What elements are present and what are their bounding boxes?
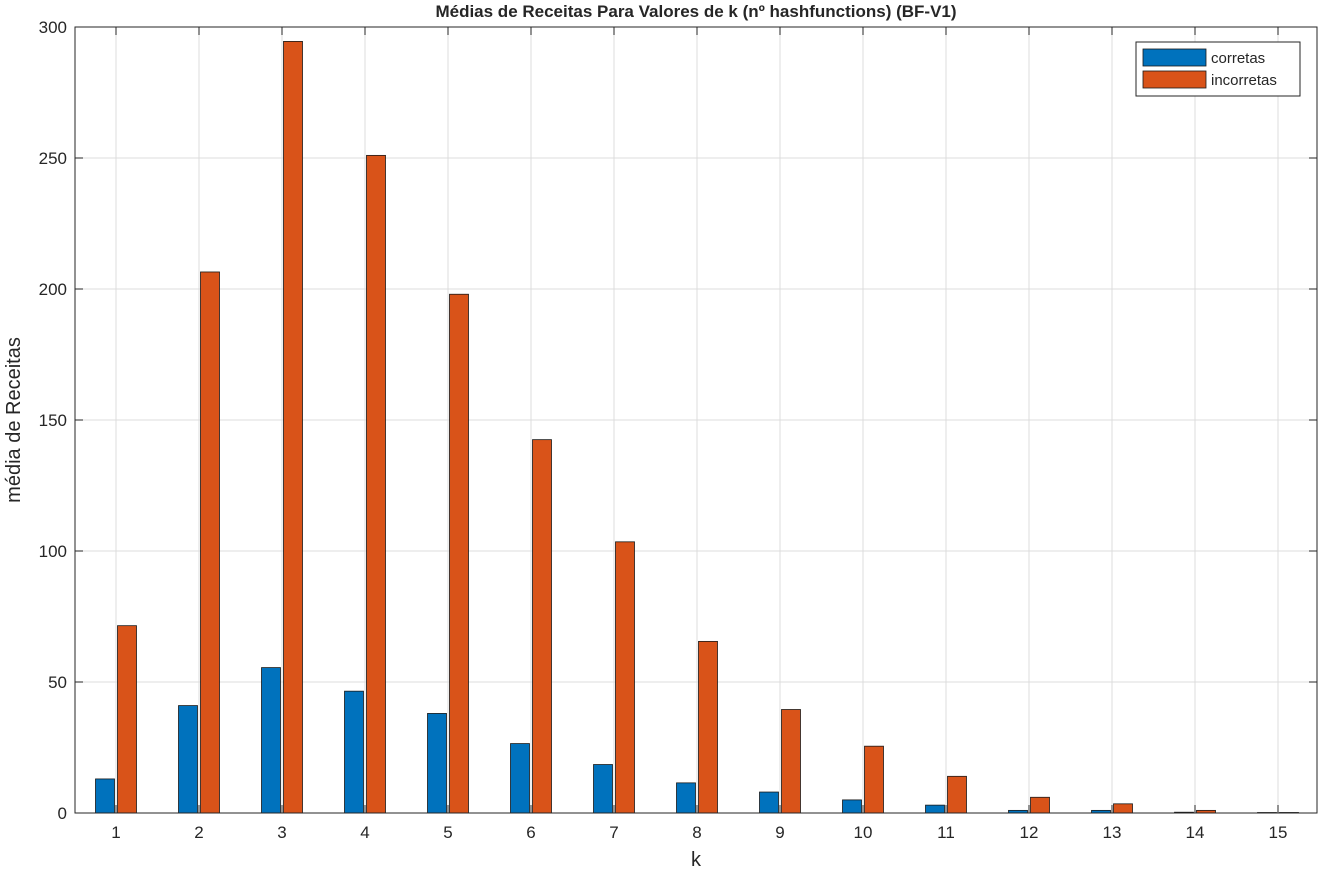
y-axis-label: média de Receitas (3, 337, 25, 503)
bar-incorretas (1030, 796, 1050, 814)
x-tick-label: 11 (937, 823, 955, 842)
legend-label-corretas: corretas (1211, 50, 1265, 67)
x-tick-label: 5 (443, 823, 452, 842)
bar-corretas (178, 705, 198, 814)
x-axis-label: k (691, 849, 702, 871)
bar-corretas (925, 804, 945, 814)
bar-incorretas (283, 41, 303, 814)
bar-corretas (261, 667, 281, 814)
bar-incorretas (200, 271, 220, 814)
x-tick-label: 14 (1186, 823, 1205, 842)
y-tick-label: 300 (39, 18, 67, 37)
y-tick-label: 250 (39, 149, 67, 168)
x-tick-label: 12 (1020, 823, 1039, 842)
bar-corretas (344, 690, 364, 814)
bar-corretas (842, 799, 862, 814)
bar-incorretas (1113, 803, 1133, 814)
bar-corretas (676, 782, 696, 814)
bar-incorretas (366, 154, 386, 814)
bar-incorretas (781, 709, 801, 814)
x-tick-label: 4 (360, 823, 369, 842)
bar-incorretas (117, 625, 137, 814)
bar-incorretas (864, 745, 884, 814)
bars (95, 41, 1299, 814)
x-tick-label: 2 (194, 823, 203, 842)
x-tick-label: 7 (609, 823, 618, 842)
bar-incorretas (449, 293, 469, 814)
bar-corretas (759, 791, 779, 814)
y-tick-label: 50 (48, 673, 67, 692)
bar-corretas (95, 778, 115, 814)
x-tick-label: 15 (1269, 823, 1288, 842)
legend: corretas incorretas (1135, 41, 1301, 97)
bar-incorretas (532, 439, 552, 814)
x-tick-label: 8 (692, 823, 701, 842)
bar-corretas (593, 764, 613, 814)
chart-title: Médias de Receitas Para Valores de k (nº… (435, 2, 956, 21)
legend-swatch-incorretas (1142, 70, 1207, 89)
x-tick-label: 6 (526, 823, 535, 842)
y-tick-label: 100 (39, 542, 67, 561)
bar-corretas (427, 713, 447, 814)
y-tick-label: 0 (58, 804, 67, 823)
x-tick-label: 9 (775, 823, 784, 842)
bar-incorretas (698, 640, 718, 814)
bar-incorretas (615, 541, 635, 814)
x-tick-label: 13 (1103, 823, 1122, 842)
legend-label-incorretas: incorretas (1211, 72, 1277, 89)
bar-corretas (510, 743, 530, 814)
x-tick-label: 10 (854, 823, 873, 842)
x-tick-label: 3 (277, 823, 286, 842)
y-tick-label: 200 (39, 280, 67, 299)
x-tick-label: 1 (111, 823, 120, 842)
y-tick-label: 150 (39, 411, 67, 430)
bar-incorretas (947, 775, 967, 814)
legend-swatch-corretas (1142, 48, 1207, 67)
